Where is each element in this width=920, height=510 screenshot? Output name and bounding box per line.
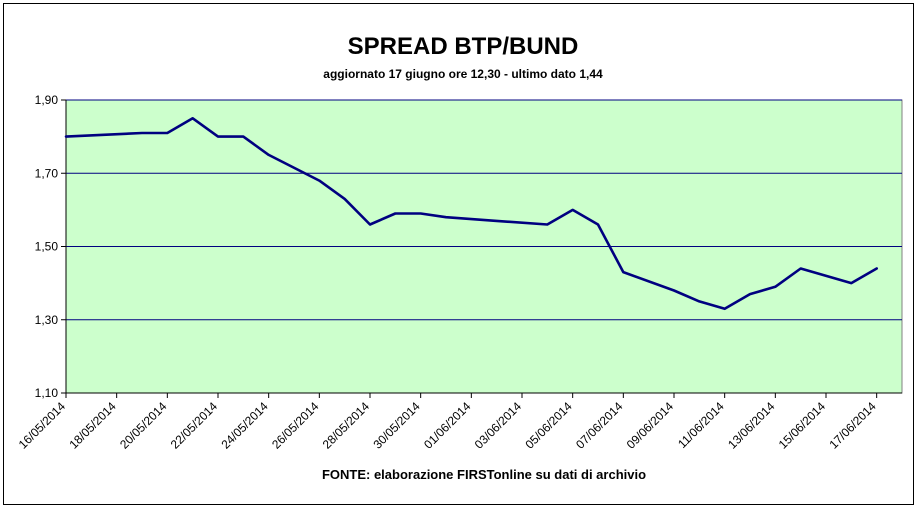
x-tick-label: 07/06/2014 xyxy=(573,399,626,452)
x-tick-label: 16/05/2014 xyxy=(16,399,69,452)
series-layer xyxy=(64,117,879,311)
chart-subtitle: aggiornato 17 giugno ore 12,30 - ultimo … xyxy=(323,67,603,81)
x-tick-label: 05/06/2014 xyxy=(522,399,575,452)
x-tick-label: 18/05/2014 xyxy=(66,399,119,452)
y-tick-label: 1,30 xyxy=(35,313,59,327)
source-note: FONTE: elaborazione FIRSTonline su dati … xyxy=(322,467,646,482)
x-tick-label: 09/06/2014 xyxy=(624,399,677,452)
y-tick-label: 1,70 xyxy=(35,166,59,180)
x-tick-label: 01/06/2014 xyxy=(421,399,474,452)
x-tick-label: 17/06/2014 xyxy=(826,399,879,452)
x-tick-label: 24/05/2014 xyxy=(218,399,271,452)
x-tick-label: 03/06/2014 xyxy=(472,399,525,452)
y-tick-label: 1,90 xyxy=(35,93,59,107)
x-tick-label: 30/05/2014 xyxy=(370,399,423,452)
y-axis-ticks: 1,10 1,30 1,50 1,70 1,90 xyxy=(35,93,66,400)
grid-lines xyxy=(66,99,902,321)
chart-title: SPREAD BTP/BUND xyxy=(348,33,579,60)
y-tick-label: 1,10 xyxy=(35,386,59,400)
x-axis-ticks: 16/05/201418/05/201420/05/201422/05/2014… xyxy=(16,393,879,452)
x-tick-label: 11/06/2014 xyxy=(675,399,727,451)
y-tick-label: 1,50 xyxy=(35,240,59,254)
x-tick-label: 13/06/2014 xyxy=(725,399,778,452)
x-tick-label: 22/05/2014 xyxy=(168,399,221,452)
x-tick-label: 20/05/2014 xyxy=(117,399,170,452)
x-tick-label: 26/05/2014 xyxy=(269,399,322,452)
x-tick-label: 28/05/2014 xyxy=(320,399,373,452)
series-line xyxy=(64,117,879,311)
x-tick-label: 15/06/2014 xyxy=(776,399,829,452)
